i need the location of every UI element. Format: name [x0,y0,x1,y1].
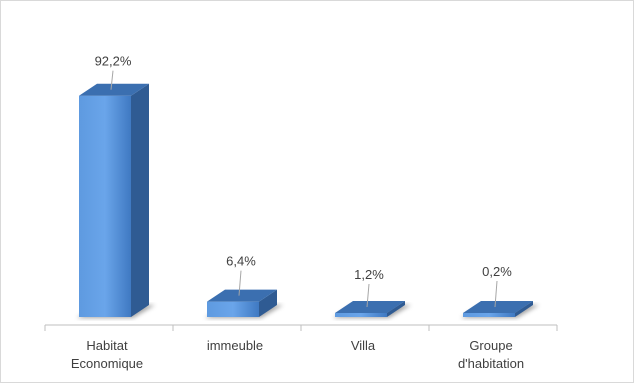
bar-side [259,289,277,317]
category-label-line: d'habitation [458,356,524,371]
bar-top [463,301,533,313]
bar-front [79,95,131,317]
bar-top [207,289,277,302]
data-label-leader [366,283,370,308]
data-labels: 92,2% 6,4% 1,2% 0,2% [95,54,512,308]
category-label: Habitat Economique [71,338,143,371]
category-label-line: Economique [71,356,143,371]
bar-front [335,313,387,317]
bar [77,83,155,318]
data-label: 92,2% [95,54,132,69]
category-label-line: Villa [351,338,376,353]
bar [461,301,539,318]
data-label: 0,2% [482,264,512,279]
bar-side [387,301,405,317]
data-label-leader [494,280,498,308]
bar [205,289,283,318]
bars-layer [77,83,539,318]
bar-side [131,83,149,317]
category-label: immeuble [207,338,263,353]
bar-front [207,301,259,317]
x-axis-ticks [44,325,558,331]
data-label-leader [238,270,242,296]
data-label: 1,2% [354,267,384,282]
bar-top [335,301,405,313]
category-label-line: Habitat [86,338,128,353]
data-label: 6,4% [226,254,256,269]
category-label-line: immeuble [207,338,263,353]
bar [333,301,411,318]
category-labels: Habitat Economique immeuble Villa Groupe d'ha… [71,338,524,371]
category-label-line: Groupe [469,338,512,353]
bar-front [463,313,515,317]
bar-top [79,83,149,96]
data-label-leader [110,70,114,90]
bar-side [515,301,533,317]
category-label: Villa [351,338,376,353]
category-label: Groupe d'habitation [458,338,524,371]
